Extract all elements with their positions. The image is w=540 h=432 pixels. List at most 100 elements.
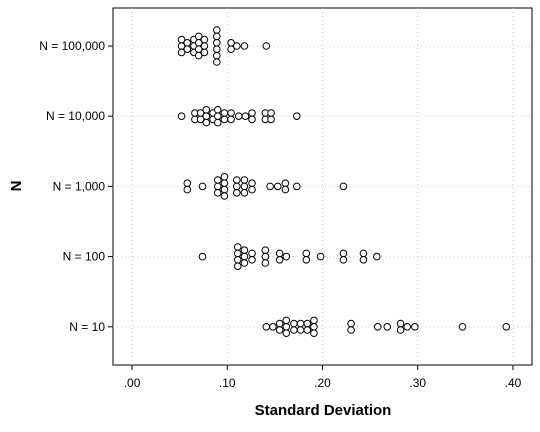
data-point <box>198 182 207 191</box>
y-tick-label: N = 10,000 <box>46 109 105 123</box>
data-point <box>262 323 271 331</box>
data-point <box>282 329 291 338</box>
data-point <box>213 106 222 114</box>
data-point <box>183 179 192 187</box>
data-point <box>267 109 275 117</box>
x-tick-label: .30 <box>409 376 426 390</box>
data-point <box>282 323 291 331</box>
data-point <box>281 185 290 194</box>
x-tick-label: .10 <box>219 376 236 390</box>
y-tick-label: N = 10 <box>69 320 105 334</box>
data-point <box>273 182 282 191</box>
data-point <box>458 323 467 331</box>
data-point <box>296 326 305 334</box>
data-point <box>248 256 256 264</box>
data-point <box>233 243 242 251</box>
data-point <box>240 252 249 261</box>
data-point <box>266 182 274 191</box>
data-point <box>183 185 192 194</box>
data-point <box>275 319 284 328</box>
data-point <box>290 319 298 328</box>
data-point <box>310 316 318 325</box>
data-point <box>339 256 348 264</box>
data-point <box>194 51 203 60</box>
data-point <box>240 182 249 191</box>
data-point <box>502 323 511 331</box>
data-point <box>227 115 235 124</box>
x-tick-label: .40 <box>505 376 522 390</box>
data-point <box>396 319 405 328</box>
data-point <box>262 42 271 50</box>
data-point <box>200 42 209 50</box>
data-point <box>275 256 284 264</box>
x-axis-title: Standard Deviation <box>255 402 392 419</box>
data-point <box>373 323 382 331</box>
y-axis: N = 100,000 N = 10,000 N = 1,000 N = 100 N =… <box>39 39 113 334</box>
data-point <box>202 112 211 120</box>
data-point <box>240 189 249 197</box>
data-point <box>248 179 256 187</box>
data-point <box>339 182 348 191</box>
x-tick-label: .00 <box>124 376 141 390</box>
data-point <box>248 185 256 194</box>
data-point <box>269 323 277 331</box>
data-point <box>200 48 209 57</box>
data-point <box>212 45 221 54</box>
data-point <box>198 252 207 261</box>
data-point <box>220 179 229 187</box>
data-point <box>183 39 192 47</box>
data-point <box>261 252 270 261</box>
data-point <box>396 326 405 334</box>
data-points <box>177 26 511 338</box>
data-point <box>200 35 209 44</box>
data-point <box>177 112 186 120</box>
data-point <box>267 115 275 124</box>
data-point <box>232 176 241 184</box>
data-point <box>177 48 186 57</box>
data-point <box>282 252 291 261</box>
data-point <box>281 179 290 187</box>
data-point <box>403 323 412 331</box>
data-point <box>213 118 222 127</box>
data-point <box>212 58 221 66</box>
data-point <box>359 249 368 258</box>
data-point <box>213 189 222 197</box>
y-tick-label: N = 100,000 <box>39 39 105 53</box>
data-point <box>212 26 221 34</box>
data-point <box>282 316 291 325</box>
data-point <box>290 326 298 334</box>
data-point <box>233 256 242 264</box>
data-point <box>275 326 284 334</box>
data-point <box>233 262 242 271</box>
data-point <box>240 246 249 254</box>
data-point <box>275 249 284 258</box>
data-point <box>240 42 249 50</box>
data-point <box>310 329 318 338</box>
data-point <box>212 39 221 47</box>
data-point <box>227 109 235 117</box>
data-point <box>232 182 241 191</box>
data-point <box>359 256 368 264</box>
data-point <box>213 176 222 184</box>
data-point <box>212 32 221 41</box>
data-point <box>248 109 256 117</box>
data-point <box>220 115 229 124</box>
data-point <box>213 112 222 120</box>
data-point <box>241 112 250 120</box>
data-point <box>347 319 355 328</box>
data-point <box>234 112 243 120</box>
data-point <box>316 252 325 261</box>
data-point <box>232 189 241 197</box>
data-point <box>220 173 229 181</box>
x-axis: .00 .10 .20 .30 .40 <box>124 365 522 390</box>
data-point <box>303 319 312 328</box>
data-point <box>220 185 229 194</box>
data-point <box>303 326 312 334</box>
data-point <box>233 249 242 258</box>
data-point <box>372 252 381 261</box>
data-point <box>232 42 241 50</box>
data-point <box>202 118 211 127</box>
x-tick-label: .20 <box>314 376 331 390</box>
data-point <box>240 176 249 184</box>
